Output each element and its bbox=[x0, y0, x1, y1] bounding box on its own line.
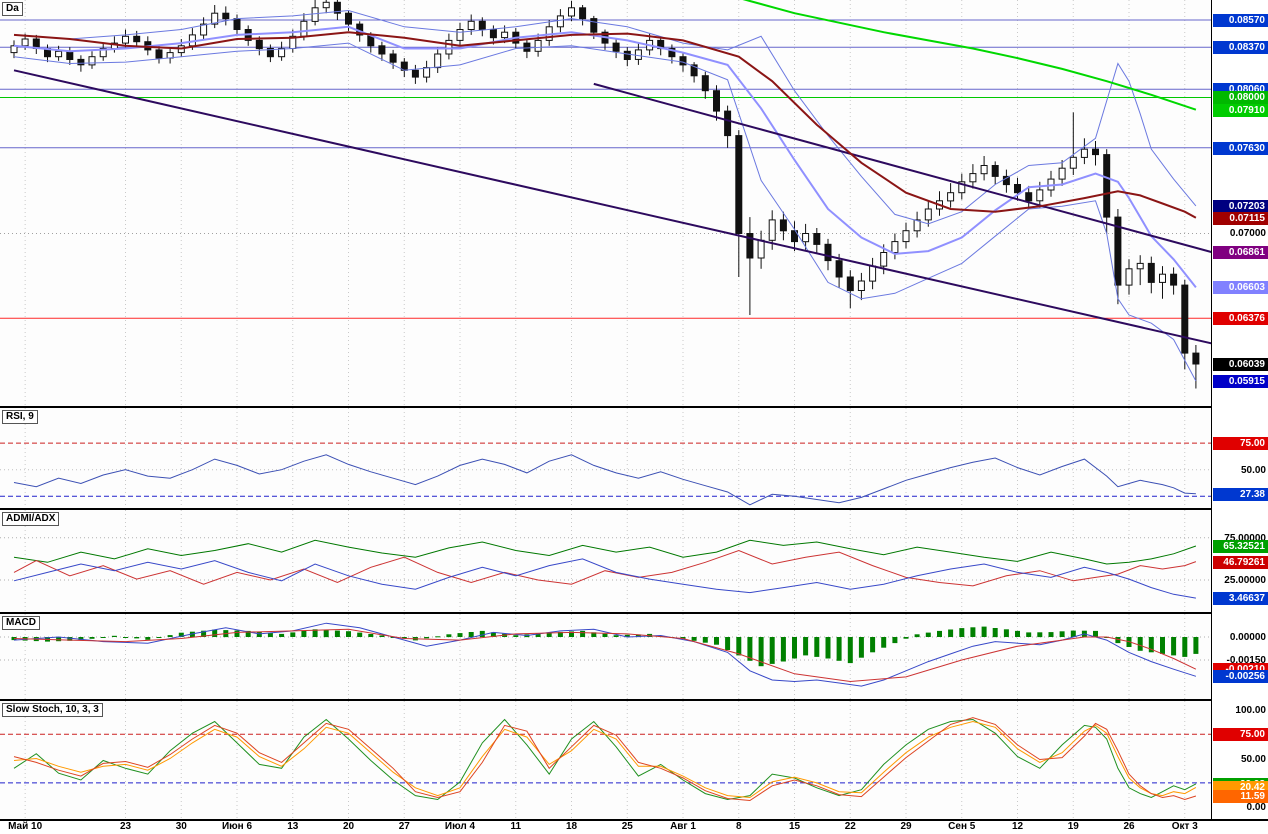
price-scale-badge: 11.59 bbox=[1213, 789, 1268, 803]
series-ma-fast-maroon bbox=[13, 31, 1197, 219]
rsi-indicator-label: RSI, 9 bbox=[2, 410, 38, 424]
series-di-blue bbox=[13, 558, 1196, 599]
price-scale-label: 100.00 bbox=[1235, 704, 1266, 716]
series-rsi bbox=[13, 454, 1196, 506]
chart-period-label: Da bbox=[2, 2, 23, 16]
price-scale-label: 0.00000 bbox=[1229, 632, 1266, 643]
time-axis-label: 25 bbox=[621, 821, 633, 832]
time-axis-label: 27 bbox=[398, 821, 410, 832]
time-axis-label: 18 bbox=[565, 821, 578, 832]
rsi-indicator-panel[interactable]: RSI, 9 bbox=[0, 408, 1211, 508]
price-scale-badge: 0.08570 bbox=[1213, 13, 1268, 27]
adx-indicator-label: ADMI/ADX bbox=[2, 512, 60, 526]
price-scale-badge: 0.08000 bbox=[1213, 91, 1268, 105]
series-signal-line bbox=[13, 628, 1197, 683]
time-axis-label: 23 bbox=[119, 821, 132, 832]
panel-separator[interactable] bbox=[0, 699, 1268, 701]
price-scale-badge: 0.06861 bbox=[1213, 246, 1268, 260]
time-axis-label: 11 bbox=[510, 821, 522, 832]
price-scale-badge: 27.38 bbox=[1213, 487, 1268, 501]
stochastic-indicator-label: Slow Stoch, 10, 3, 3 bbox=[2, 703, 103, 717]
time-axis-label: 26 bbox=[1123, 821, 1135, 832]
price-chart-panel[interactable]: Da bbox=[0, 0, 1211, 406]
time-axis-label: 29 bbox=[900, 821, 912, 832]
time-axis-label: Июл 4 bbox=[444, 821, 476, 832]
price-scale-badge: 75.00 bbox=[1213, 437, 1268, 451]
panel-separator[interactable] bbox=[0, 508, 1268, 510]
price-scale[interactable]: 0.08570 0.08370 0.08060 0.08000 0.07910 0.076… bbox=[1211, 0, 1268, 819]
price-scale-badge: 0.06603 bbox=[1213, 281, 1268, 295]
price-scale-badge: 46.79261 bbox=[1213, 555, 1268, 569]
price-scale-badge: 0.08370 bbox=[1213, 41, 1268, 55]
series-stoch-orange bbox=[13, 720, 1197, 799]
time-axis-label: 8 bbox=[735, 821, 742, 832]
panel-separator[interactable] bbox=[0, 612, 1268, 614]
price-scale-label: -0.00150 bbox=[1226, 655, 1266, 667]
price-scale-label: 0.07000 bbox=[1229, 228, 1266, 240]
series-trendline-channel-lower bbox=[13, 69, 1211, 345]
price-scale-badge: -0.00256 bbox=[1213, 670, 1268, 684]
price-scale-badge: 0.05915 bbox=[1213, 374, 1268, 388]
time-axis-label: Авг 1 bbox=[670, 821, 696, 832]
time-axis-label: Окт 3 bbox=[1171, 821, 1198, 832]
price-scale-badge: 75.00 bbox=[1213, 728, 1268, 742]
price-scale-badge: 65.32521 bbox=[1213, 539, 1268, 553]
series-stoch-green bbox=[13, 718, 1197, 801]
price-scale-badge: 3.46637 bbox=[1213, 592, 1268, 606]
time-axis-label: 15 bbox=[788, 821, 801, 832]
time-axis-label: 20 bbox=[342, 821, 355, 832]
adx-indicator-panel[interactable]: ADMI/ADX bbox=[0, 510, 1211, 612]
series-di-red bbox=[13, 549, 1197, 587]
series-bollinger-middle bbox=[13, 25, 1197, 289]
time-axis[interactable]: Май 10 23 30 Июн 6 13 20 27 Июл 4 11 18 25 Авг 1 8 15… bbox=[0, 821, 1268, 834]
time-axis-label: Сен 5 bbox=[948, 821, 976, 832]
price-scale-badge: 0.06039 bbox=[1213, 358, 1268, 372]
price-scale-label: 50.00 bbox=[1240, 464, 1266, 476]
time-axis-label: 19 bbox=[1067, 821, 1079, 832]
panel-separator[interactable] bbox=[0, 406, 1268, 408]
series-ma-slow-green bbox=[742, 0, 1197, 111]
price-scale-badge: 0.07115 bbox=[1213, 211, 1268, 225]
time-axis-label: 22 bbox=[844, 821, 856, 832]
macd-indicator-panel[interactable]: MACD bbox=[0, 614, 1211, 699]
series-trendline-channel-upper bbox=[593, 82, 1211, 254]
series-stoch-red bbox=[13, 717, 1197, 802]
price-scale-badge: 0.06376 bbox=[1213, 312, 1268, 326]
price-scale-badge: 0.07630 bbox=[1213, 141, 1268, 155]
panel-separator[interactable] bbox=[0, 819, 1268, 821]
price-scale-label: 75.00000 bbox=[1224, 532, 1266, 544]
series-bollinger-lower bbox=[13, 42, 1197, 382]
macd-indicator-label: MACD bbox=[2, 616, 40, 630]
time-axis-label: 12 bbox=[1011, 821, 1024, 832]
time-axis-label: 13 bbox=[287, 821, 299, 832]
time-axis-label: Июн 6 bbox=[221, 821, 253, 832]
price-scale-label: 25.00000 bbox=[1224, 574, 1266, 586]
price-scale-label: 50.00 bbox=[1240, 753, 1266, 765]
series-adx-green bbox=[13, 539, 1197, 565]
price-scale-badge: 0.07910 bbox=[1213, 103, 1268, 117]
price-scale-label: 0.00 bbox=[1246, 802, 1266, 814]
series-bollinger-upper bbox=[13, 9, 1197, 225]
time-axis-label: 30 bbox=[175, 821, 187, 832]
time-axis-label: Май 10 bbox=[8, 821, 43, 832]
stochastic-indicator-panel[interactable]: Slow Stoch, 10, 3, 3 bbox=[0, 701, 1211, 819]
price-scale-badge: 0.07203 bbox=[1213, 199, 1268, 213]
